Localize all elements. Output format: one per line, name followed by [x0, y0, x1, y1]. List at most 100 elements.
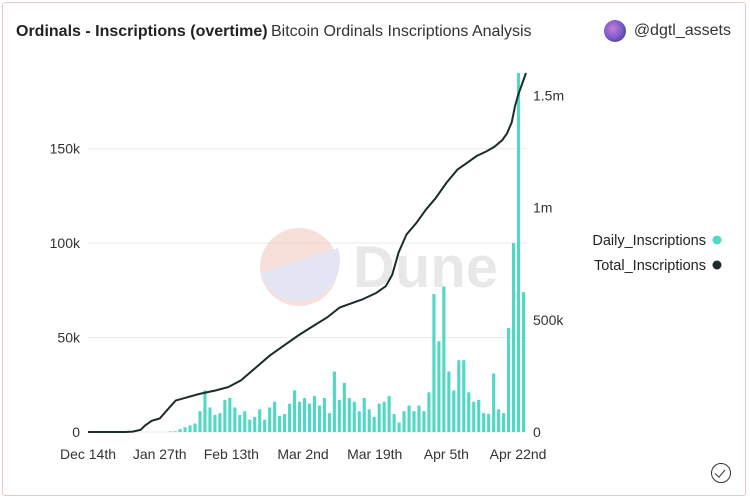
daily-bar	[407, 405, 411, 432]
daily-bar	[168, 431, 172, 432]
x-axis-ticks: Dec 14th Jan 27th Feb 13th Mar 2nd Mar 19th A…	[60, 446, 546, 462]
chart-plot: Dune 0 50k 100k 150k 0 500k 1m 1.5m Dec 14th Ja…	[50, 72, 722, 462]
right-tick-label: 500k	[533, 312, 564, 328]
daily-bar	[462, 360, 466, 432]
daily-bar	[297, 401, 302, 432]
daily-bar	[507, 328, 511, 432]
daily-bar	[248, 419, 252, 432]
daily-bar	[387, 396, 391, 432]
daily-bar	[307, 403, 312, 432]
daily-bar	[392, 414, 396, 432]
daily-bar	[327, 413, 331, 432]
x-tick-label: Apr 5th	[424, 446, 469, 462]
daily-bar	[447, 371, 451, 432]
daily-bar	[263, 419, 267, 432]
daily-bar	[422, 411, 426, 432]
right-tick-label: 0	[533, 424, 541, 440]
left-tick-label: 150k	[50, 141, 81, 157]
daily-bar	[322, 397, 326, 432]
daily-bar	[417, 405, 421, 432]
daily-bar	[362, 397, 366, 432]
daily-bar	[208, 407, 212, 432]
daily-bar	[233, 407, 237, 432]
daily-bar	[317, 405, 321, 432]
daily-bar	[512, 243, 516, 432]
daily-bar	[516, 73, 521, 432]
daily-bar	[173, 431, 177, 432]
dune-watermark: Dune	[260, 228, 498, 306]
daily-bar	[521, 292, 526, 432]
chart-subtitle: Bitcoin Ordinals Inscriptions Analysis	[271, 23, 532, 40]
x-tick-label: Apr 22nd	[490, 446, 547, 462]
daily-bar	[283, 414, 287, 432]
right-axis-ticks: 0 500k 1m 1.5m	[533, 87, 564, 440]
left-tick-label: 100k	[50, 235, 81, 251]
legend-label: Total_Inscriptions	[594, 258, 706, 274]
daily-bar	[487, 414, 491, 432]
legend-dot-icon	[712, 235, 722, 245]
daily-bar	[238, 414, 242, 432]
daily-bar	[492, 373, 496, 432]
daily-bar	[412, 411, 416, 432]
daily-bar	[223, 399, 227, 432]
daily-bar	[472, 401, 476, 432]
daily-bar	[278, 415, 282, 432]
daily-bar	[457, 360, 461, 432]
daily-bar	[357, 411, 361, 432]
chart-header: Ordinals - Inscriptions (overtime) Bitco…	[3, 3, 745, 61]
total-inscriptions-line	[88, 72, 527, 433]
daily-bar	[258, 409, 262, 432]
daily-bar	[432, 294, 436, 432]
daily-bar	[482, 413, 486, 432]
daily-bar	[477, 399, 481, 432]
daily-bar	[397, 422, 401, 432]
legend: Daily_Inscriptions Total_Inscriptions	[592, 233, 722, 274]
left-tick-label: 0	[72, 424, 80, 440]
author-name: @dgtl_assets	[633, 22, 731, 39]
daily-bar	[372, 416, 376, 432]
avatar	[603, 20, 626, 42]
x-tick-label: Mar 2nd	[277, 446, 328, 462]
daily-bar	[178, 429, 182, 432]
right-tick-label: 1.5m	[533, 87, 564, 103]
left-tick-label: 50k	[57, 330, 81, 346]
daily-bar	[497, 409, 501, 432]
chart-title: Ordinals - Inscriptions (overtime)	[16, 23, 268, 40]
daily-bar	[347, 397, 351, 432]
daily-bar	[427, 392, 431, 432]
daily-bar	[268, 407, 272, 432]
daily-bar	[253, 416, 257, 432]
daily-bar	[382, 401, 386, 432]
daily-bar	[293, 390, 297, 432]
daily-bar	[367, 409, 371, 432]
daily-bar	[352, 401, 356, 432]
daily-bar	[203, 390, 207, 432]
daily-bar	[243, 411, 247, 432]
daily-bar	[402, 411, 406, 432]
daily-bar	[442, 286, 446, 432]
left-axis-ticks: 0 50k 100k 150k	[50, 141, 81, 440]
daily-bar	[198, 411, 202, 432]
x-tick-label: Feb 13th	[204, 446, 259, 462]
daily-bar	[437, 341, 441, 432]
daily-bar	[467, 392, 471, 432]
daily-bar	[502, 413, 506, 432]
daily-bar	[188, 425, 192, 432]
watermark-text: Dune	[353, 235, 498, 300]
daily-bar	[288, 403, 292, 432]
daily-bar	[377, 403, 381, 432]
daily-bar	[342, 382, 346, 432]
x-tick-label: Dec 14th	[60, 446, 116, 462]
dune-logo-lower-icon	[260, 248, 340, 302]
x-tick-label: Jan 27th	[133, 446, 187, 462]
x-tick-label: Mar 19th	[347, 446, 402, 462]
daily-bar	[332, 371, 336, 432]
daily-bar	[183, 427, 187, 432]
check-icon[interactable]	[711, 463, 731, 483]
daily-bar	[213, 414, 217, 432]
daily-bar	[302, 397, 307, 432]
daily-bar	[452, 390, 456, 432]
daily-bar	[337, 399, 341, 432]
right-tick-label: 1m	[533, 200, 552, 216]
author-link[interactable]: @dgtl_assets	[603, 20, 731, 42]
